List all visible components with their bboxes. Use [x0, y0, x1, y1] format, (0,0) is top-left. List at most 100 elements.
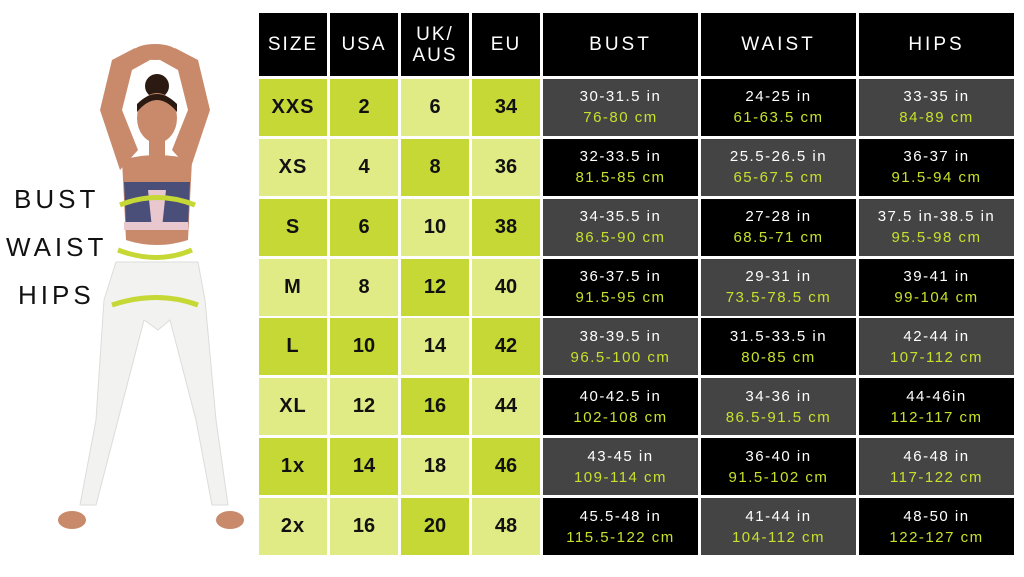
waist-centimeters: 80-85 cm: [741, 348, 816, 366]
bust-centimeters: 81.5-85 cm: [575, 169, 666, 187]
hips-centimeters: 99-104 cm: [894, 289, 979, 307]
usa-size-cell: 16: [330, 498, 398, 556]
header-bust: BUST: [543, 13, 698, 76]
header-uk-aus: UK/ AUS: [401, 13, 469, 76]
bust-centimeters: 86.5-90 cm: [575, 229, 666, 247]
bust-centimeters: 109-114 cm: [573, 468, 668, 486]
waist-inches: 41-44 in: [745, 507, 812, 525]
uk-aus-size-cell: 8: [401, 138, 469, 196]
waist-centimeters: 65-67.5 cm: [733, 169, 824, 187]
hips-measurement-cell: 42-44 in 107-112 cm: [859, 318, 1014, 376]
hips-centimeters: 91.5-94 cm: [891, 169, 982, 187]
hips-inches: 42-44 in: [903, 327, 970, 345]
hips-inches: 37.5 in-38.5 in: [877, 208, 996, 226]
hips-inches: 48-50 in: [903, 507, 970, 525]
waist-measurement-cell: 34-36 in 86.5-91.5 cm: [701, 378, 856, 436]
bust-measurement-cell: 40-42.5 in 102-108 cm: [543, 378, 698, 436]
bust-measurement-cell: 36-37.5 in 91.5-95 cm: [543, 258, 698, 316]
bust-centimeters: 102-108 cm: [573, 408, 668, 426]
uk-aus-size-cell: 20: [401, 498, 469, 556]
uk-aus-size-cell: 16: [401, 378, 469, 436]
bust-measurement-cell: 34-35.5 in 86.5-90 cm: [543, 198, 698, 256]
waist-measurement-cell: 36-40 in 91.5-102 cm: [701, 438, 856, 496]
hips-centimeters: 107-112 cm: [889, 348, 984, 366]
hips-centimeters: 117-122 cm: [889, 468, 984, 486]
size-cell: 2x: [259, 498, 327, 556]
hips-centimeters: 112-117 cm: [890, 408, 983, 426]
uk-aus-size-cell: 14: [401, 318, 469, 376]
size-cell: L: [259, 318, 327, 376]
bust-measurement-cell: 32-33.5 in 81.5-85 cm: [543, 138, 698, 196]
waist-centimeters: 86.5-91.5 cm: [725, 408, 832, 426]
waist-measurement-cell: 25.5-26.5 in 65-67.5 cm: [701, 138, 856, 196]
waist-inches: 24-25 in: [745, 88, 812, 106]
hips-measurement-cell: 46-48 in 117-122 cm: [859, 438, 1014, 496]
hips-measurement-cell: 44-46in 112-117 cm: [859, 378, 1014, 436]
bust-inches: 40-42.5 in: [579, 387, 662, 405]
uk-aus-size-cell: 6: [401, 78, 469, 136]
header-size: SIZE: [259, 13, 327, 76]
size-cell: M: [259, 258, 327, 316]
hips-measurement-cell: 33-35 in 84-89 cm: [859, 78, 1014, 136]
eu-size-cell: 42: [472, 318, 540, 376]
size-chart-table: SIZE USA UK/ AUS EU BUST WAIST HIPS XXS 2…: [259, 13, 1022, 556]
hips-inches: 33-35 in: [903, 88, 970, 106]
header-uk-aus-line2: AUS: [412, 44, 458, 66]
eu-size-cell: 48: [472, 498, 540, 556]
hips-centimeters: 84-89 cm: [899, 109, 974, 127]
bust-inches: 34-35.5 in: [579, 208, 662, 226]
bust-inches: 30-31.5 in: [579, 88, 662, 106]
uk-aus-size-cell: 10: [401, 198, 469, 256]
waist-centimeters: 104-112 cm: [731, 528, 826, 546]
hips-inches: 39-41 in: [903, 268, 970, 286]
header-waist: WAIST: [701, 13, 856, 76]
hips-centimeters: 95.5-98 cm: [891, 229, 982, 247]
bust-inches: 43-45 in: [587, 447, 654, 465]
model-figure: BUST WAIST HIPS: [0, 0, 255, 577]
waist-measurement-cell: 24-25 in 61-63.5 cm: [701, 78, 856, 136]
bust-centimeters: 96.5-100 cm: [570, 348, 671, 366]
header-hips: HIPS: [859, 13, 1014, 76]
eu-size-cell: 38: [472, 198, 540, 256]
hips-inches: 44-46in: [906, 387, 967, 405]
uk-aus-size-cell: 18: [401, 438, 469, 496]
hips-label: HIPS: [18, 280, 95, 310]
usa-size-cell: 12: [330, 378, 398, 436]
waist-inches: 31.5-33.5 in: [729, 327, 828, 345]
waist-inches: 25.5-26.5 in: [729, 148, 828, 166]
hips-inches: 46-48 in: [903, 447, 970, 465]
usa-size-cell: 10: [330, 318, 398, 376]
eu-size-cell: 36: [472, 138, 540, 196]
waist-measurement-cell: 27-28 in 68.5-71 cm: [701, 198, 856, 256]
waist-measurement-cell: 29-31 in 73.5-78.5 cm: [701, 258, 856, 316]
waist-inches: 34-36 in: [745, 387, 812, 405]
waist-label: WAIST: [6, 232, 108, 262]
usa-size-cell: 8: [330, 258, 398, 316]
bust-inches: 38-39.5 in: [579, 327, 662, 345]
bust-inches: 32-33.5 in: [579, 148, 662, 166]
waist-measurement-cell: 41-44 in 104-112 cm: [701, 498, 856, 556]
waist-centimeters: 73.5-78.5 cm: [725, 289, 832, 307]
uk-aus-size-cell: 12: [401, 258, 469, 316]
model-illustration: [58, 44, 244, 529]
bust-inches: 45.5-48 in: [579, 507, 662, 525]
size-cell: XL: [259, 378, 327, 436]
size-cell: XS: [259, 138, 327, 196]
usa-size-cell: 14: [330, 438, 398, 496]
eu-size-cell: 44: [472, 378, 540, 436]
bust-label: BUST: [14, 184, 100, 214]
hips-measurement-cell: 39-41 in 99-104 cm: [859, 258, 1014, 316]
hips-measurement-cell: 48-50 in 122-127 cm: [859, 498, 1014, 556]
bust-measurement-cell: 43-45 in 109-114 cm: [543, 438, 698, 496]
bust-centimeters: 91.5-95 cm: [575, 289, 666, 307]
bust-inches: 36-37.5 in: [579, 268, 662, 286]
usa-size-cell: 4: [330, 138, 398, 196]
header-usa: USA: [330, 13, 398, 76]
hips-measurement-cell: 36-37 in 91.5-94 cm: [859, 138, 1014, 196]
bust-measurement-cell: 30-31.5 in 76-80 cm: [543, 78, 698, 136]
bust-measurement-cell: 45.5-48 in 115.5-122 cm: [543, 498, 698, 556]
waist-centimeters: 68.5-71 cm: [733, 229, 824, 247]
waist-centimeters: 61-63.5 cm: [733, 109, 824, 127]
waist-centimeters: 91.5-102 cm: [728, 468, 829, 486]
waist-measurement-cell: 31.5-33.5 in 80-85 cm: [701, 318, 856, 376]
